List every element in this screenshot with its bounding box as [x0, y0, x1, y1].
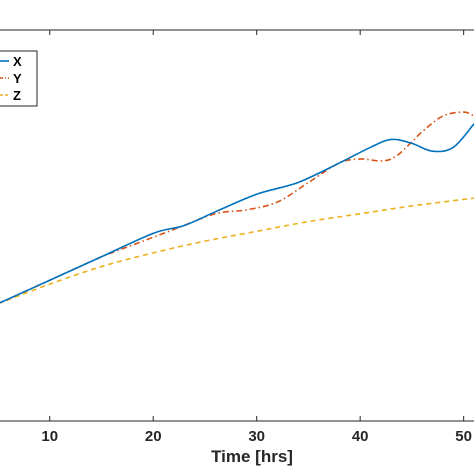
x-tick-label: 50	[455, 428, 472, 445]
x-axis-title: Time [hrs]	[211, 447, 293, 466]
x-tick-label: 30	[248, 428, 265, 445]
series-line-x	[0, 123, 474, 304]
series-line-z	[0, 197, 474, 304]
x-tick-label: 20	[145, 428, 162, 445]
series-line-y	[0, 111, 474, 304]
axes-frame	[0, 29, 474, 422]
legend-label-y: Y	[13, 71, 22, 86]
legend: XYZ	[0, 50, 38, 107]
series-group	[0, 111, 474, 304]
legend-label-z: Z	[13, 88, 21, 103]
x-tick-label: 40	[352, 428, 369, 445]
legend-label-x: X	[13, 54, 22, 69]
series-layer	[0, 111, 474, 304]
x-tick-label: 10	[41, 428, 58, 445]
legend-box	[0, 50, 38, 107]
x-axis-ticks: 10 20 30 40 50	[41, 30, 472, 445]
